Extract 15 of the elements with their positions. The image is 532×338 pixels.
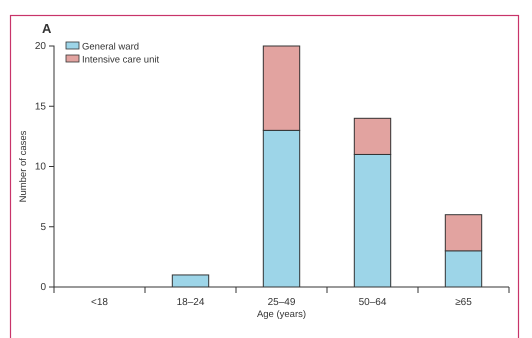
chart-title: A [42, 21, 52, 36]
y-tick-label: 5 [40, 222, 46, 233]
legend-label: General ward [82, 42, 140, 52]
y-tick-label: 10 [34, 162, 46, 173]
legend-label: Intensive care unit [82, 54, 160, 66]
y-tick-label: 15 [34, 101, 46, 112]
y-tick-label: 0 [40, 282, 46, 294]
y-tick-label: 20 [34, 41, 46, 52]
x-tick-label: 50–64 [358, 297, 387, 308]
x-tick-label: <18 [91, 297, 108, 308]
y-axis-title: Number of cases [18, 130, 29, 202]
x-tick-label: 18–24 [176, 297, 205, 308]
x-axis-title: Age (years) [256, 309, 306, 320]
x-tick-label: ≥65 [455, 297, 472, 308]
x-tick-label: 25–49 [268, 297, 296, 308]
